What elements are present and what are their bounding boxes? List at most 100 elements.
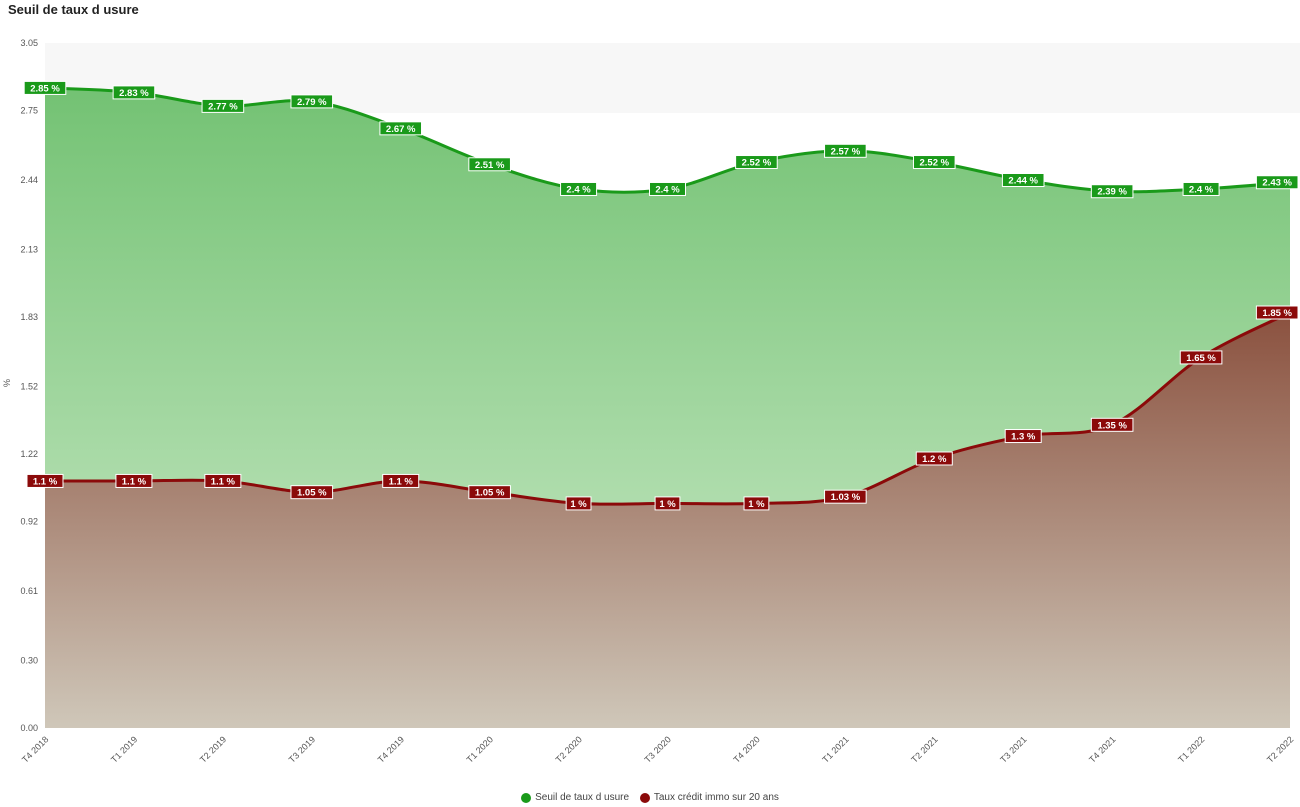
- data-label: 2.52 %: [912, 155, 956, 170]
- data-label-box: [1090, 417, 1134, 432]
- y-axis: 0.00 0.30 0.61 0.92 1.22 1.52 1.83 2.13 2.44 2.75…: [2, 38, 38, 733]
- data-label-box: [201, 98, 245, 113]
- data-label: 1.03 %: [824, 489, 867, 504]
- data-label-text: 2.39 %: [1097, 187, 1127, 198]
- legend-item-seuil[interactable]: Seuil de taux d usure: [521, 792, 629, 803]
- x-tick-label: T3 2021: [998, 734, 1028, 764]
- legend: Seuil de taux d usure Taux crédit immo s…: [0, 792, 1300, 806]
- x-tick-label: T4 2021: [1087, 734, 1117, 764]
- data-label: 2.44 %: [1001, 173, 1045, 187]
- top-band: [45, 43, 1300, 113]
- x-tick-label: T2 2021: [909, 734, 939, 764]
- data-label: 1.1 %: [382, 473, 420, 488]
- legend-swatch-red: [639, 792, 650, 803]
- data-label-text: 2.67 %: [386, 124, 416, 135]
- data-label-box: [382, 473, 420, 488]
- data-label: 1.05 %: [468, 485, 511, 500]
- data-label-text: 1.1 %: [211, 476, 236, 487]
- data-label: 1.1 %: [115, 473, 153, 488]
- x-tick-label: T2 2020: [554, 734, 584, 764]
- data-label-text: 2.4 %: [1189, 184, 1214, 195]
- x-tick-label: T3 2019: [287, 734, 317, 764]
- data-label-text: 2.44 %: [1008, 176, 1038, 187]
- data-label: 1 %: [743, 496, 770, 511]
- data-label-text: 1.1 %: [122, 476, 147, 487]
- data-label-box: [290, 94, 334, 109]
- data-label-text: 1 %: [748, 499, 765, 510]
- y-axis-title: %: [2, 379, 12, 387]
- data-label-box: [560, 181, 598, 196]
- data-label: 1.3 %: [1004, 429, 1042, 444]
- data-label-box: [1182, 181, 1220, 196]
- data-label: 2.4 %: [1182, 181, 1220, 196]
- data-label: 2.67 %: [379, 121, 423, 136]
- y-tick-label: 2.44: [20, 175, 38, 185]
- x-axis: T4 2018 T1 2019 T2 2019 T3 2019 T4 2019 T1 20…: [20, 734, 1295, 764]
- data-label-text: 2.77 %: [208, 101, 238, 112]
- data-label: 2.4 %: [560, 181, 598, 196]
- data-label: 1 %: [654, 496, 681, 511]
- data-label-text: 2.52 %: [919, 158, 949, 169]
- data-label: 1 %: [565, 496, 592, 511]
- data-label-box: [1001, 173, 1045, 187]
- data-label-box: [1090, 184, 1134, 199]
- legend-item-taux[interactable]: Taux crédit immo sur 20 ans: [639, 792, 779, 803]
- data-label-text: 2.83 %: [119, 88, 149, 99]
- data-label: 2.39 %: [1090, 184, 1134, 199]
- data-label-box: [468, 485, 511, 500]
- x-tick-label: T1 2022: [1176, 734, 1206, 764]
- y-tick-label: 0.00: [20, 723, 38, 733]
- x-tick-label: T3 2020: [642, 734, 672, 764]
- y-tick-label: 1.83: [20, 312, 38, 322]
- data-label: 2.57 %: [824, 143, 867, 158]
- data-label: 1.1 %: [26, 473, 64, 488]
- data-label: 2.4 %: [649, 181, 686, 196]
- data-label-text: 1.3 %: [1011, 432, 1036, 443]
- data-label-box: [824, 489, 867, 504]
- x-tick-label: T1 2021: [820, 734, 850, 764]
- data-label: 2.83 %: [112, 85, 156, 100]
- data-label-box: [1179, 350, 1223, 365]
- data-label: 1.35 %: [1090, 417, 1134, 432]
- data-label-text: 2.4 %: [655, 184, 680, 195]
- data-label-text: 2.51 %: [475, 160, 505, 171]
- data-label-text: 1.1 %: [33, 476, 58, 487]
- legend-label: Taux crédit immo sur 20 ans: [653, 792, 779, 803]
- data-label-box: [743, 496, 770, 511]
- data-label: 1.85 %: [1255, 305, 1299, 320]
- data-label-text: 2.85 %: [30, 83, 60, 94]
- data-label: 2.43 %: [1255, 175, 1299, 190]
- x-tick-label: T4 2019: [376, 734, 406, 764]
- data-label-box: [204, 473, 242, 488]
- data-label-box: [915, 451, 953, 466]
- data-label-box: [112, 85, 156, 100]
- chart-title: Seuil de taux d usure: [8, 2, 139, 17]
- data-label-text: 1 %: [570, 499, 587, 510]
- x-tick-label: T4 2018: [20, 734, 50, 764]
- data-labels: 2.85 % 2.83 % 2.77 % 2.79 % 2.67 % 2.51 % 2.4 …: [23, 80, 1299, 511]
- y-tick-label: 1.22: [20, 449, 38, 459]
- data-label-box: [1255, 175, 1299, 190]
- data-label-text: 1.65 %: [1186, 353, 1216, 364]
- data-label-text: 1.1 %: [389, 476, 414, 487]
- data-label-text: 1.05 %: [475, 488, 505, 499]
- data-label-box: [379, 121, 423, 136]
- data-label-text: 2.4 %: [566, 184, 591, 195]
- data-label-box: [468, 157, 511, 172]
- data-label: 2.79 %: [290, 94, 334, 109]
- x-tick-label: T4 2020: [731, 734, 761, 764]
- chart-area: 0.00 0.30 0.61 0.92 1.22 1.52 1.83 2.13 2.44 2.75…: [2, 38, 1300, 765]
- data-label-box: [26, 473, 64, 488]
- y-tick-label: 2.75: [20, 105, 38, 115]
- data-label-text: 2.52 %: [742, 158, 772, 169]
- x-tick-label: T2 2022: [1265, 734, 1295, 764]
- data-label-box: [1004, 429, 1042, 444]
- data-label: 2.51 %: [468, 157, 511, 172]
- data-label-box: [23, 80, 67, 95]
- y-tick-label: 1.52: [20, 382, 38, 392]
- data-label-text: 1.05 %: [297, 488, 327, 499]
- data-label-text: 1.35 %: [1097, 420, 1127, 431]
- data-label: 1.2 %: [915, 451, 953, 466]
- data-label: 1.05 %: [290, 485, 334, 500]
- y-tick-label: 0.61: [20, 586, 38, 596]
